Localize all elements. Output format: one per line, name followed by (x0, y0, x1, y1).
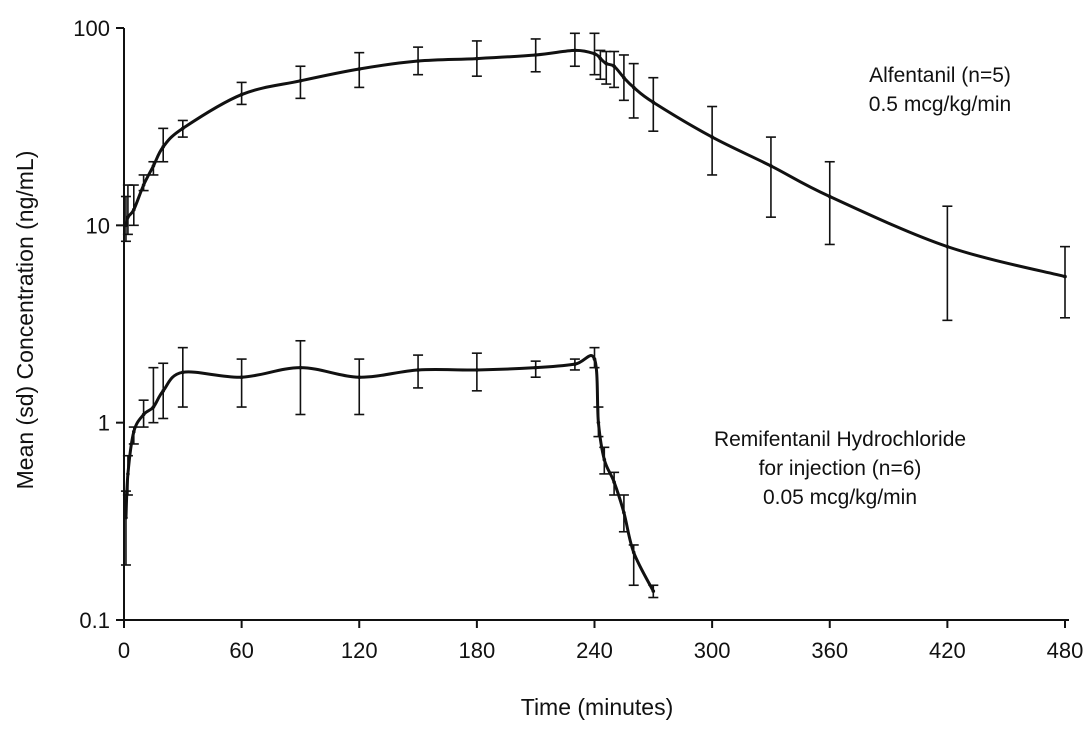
data-point (598, 56, 603, 61)
y-tick-label: 0.1 (79, 608, 110, 633)
data-point (573, 362, 577, 366)
series-line (124, 354, 655, 593)
data-point (416, 368, 420, 372)
x-tick-label: 480 (1047, 638, 1084, 663)
data-point (161, 389, 166, 393)
data-point (132, 207, 136, 212)
data-point (132, 429, 136, 434)
data-point (357, 67, 362, 71)
data-point (126, 472, 130, 476)
data-point (827, 194, 832, 199)
data-point (592, 52, 597, 56)
y-tick-label: 1 (98, 411, 110, 436)
y-tick-label: 10 (86, 213, 110, 238)
data-point (126, 215, 130, 219)
data-point (651, 589, 656, 593)
alfentanil-label: 0.5 mcg/kg/min (869, 93, 1011, 116)
data-point (612, 64, 616, 69)
x-tick-label: 360 (811, 638, 848, 663)
data-point (573, 48, 577, 53)
data-point (475, 368, 479, 372)
data-point (945, 244, 950, 249)
data-point (124, 223, 128, 228)
data-point (239, 92, 244, 97)
remifentanil-label: 0.05 mcg/kg/min (763, 486, 917, 509)
data-point (631, 550, 636, 555)
data-point (710, 135, 714, 139)
data-point (181, 370, 185, 375)
remifentanil-label: for injection (n=6) (759, 457, 922, 480)
y-axis-title: Mean (sd) Concentration (ng/mL) (12, 151, 38, 490)
data-point (622, 75, 626, 80)
remifentanil-series (120, 339, 659, 599)
alfentanil-label: Alfentanil (n=5) (869, 64, 1011, 87)
data-point (592, 357, 597, 361)
axes: 0.1 1 10 100 0 60 120 180 240 300 360 420 480 (73, 16, 1083, 663)
x-tick-label: 120 (341, 638, 378, 663)
remifentanil-label: Remifentanil Hydrochloride (714, 428, 966, 451)
data-point (151, 164, 156, 168)
x-tick-label: 420 (929, 638, 966, 663)
alfentanil-series (120, 32, 1070, 322)
data-point (631, 85, 636, 90)
data-point (298, 365, 303, 370)
data-point (622, 510, 626, 515)
data-point (141, 183, 146, 187)
data-point (602, 457, 607, 462)
x-axis-title: Time (minutes) (521, 694, 674, 720)
data-point (651, 100, 656, 105)
data-point (357, 375, 362, 379)
data-point (161, 145, 166, 149)
data-point (533, 365, 538, 370)
x-tick-label: 0 (118, 638, 130, 663)
data-point (141, 412, 146, 417)
data-point (416, 59, 420, 63)
data-point (181, 126, 185, 131)
data-point (533, 53, 538, 57)
data-point (475, 56, 479, 61)
data-point (124, 515, 128, 520)
series-layer (120, 32, 1070, 599)
x-tick-label: 300 (694, 638, 731, 663)
labels-layer: Time (minutes) Mean (sd) Concentration (… (12, 64, 1011, 720)
data-point (769, 164, 773, 168)
data-point (612, 480, 616, 484)
y-tick-label: 100 (73, 16, 110, 41)
data-point (1063, 274, 1067, 279)
data-point (298, 79, 303, 83)
x-tick-label: 60 (229, 638, 253, 663)
data-point (239, 375, 244, 379)
data-point (151, 405, 156, 409)
data-point (596, 420, 601, 425)
data-point (604, 61, 609, 66)
x-tick-label: 180 (459, 638, 496, 663)
x-tick-label: 240 (576, 638, 613, 663)
